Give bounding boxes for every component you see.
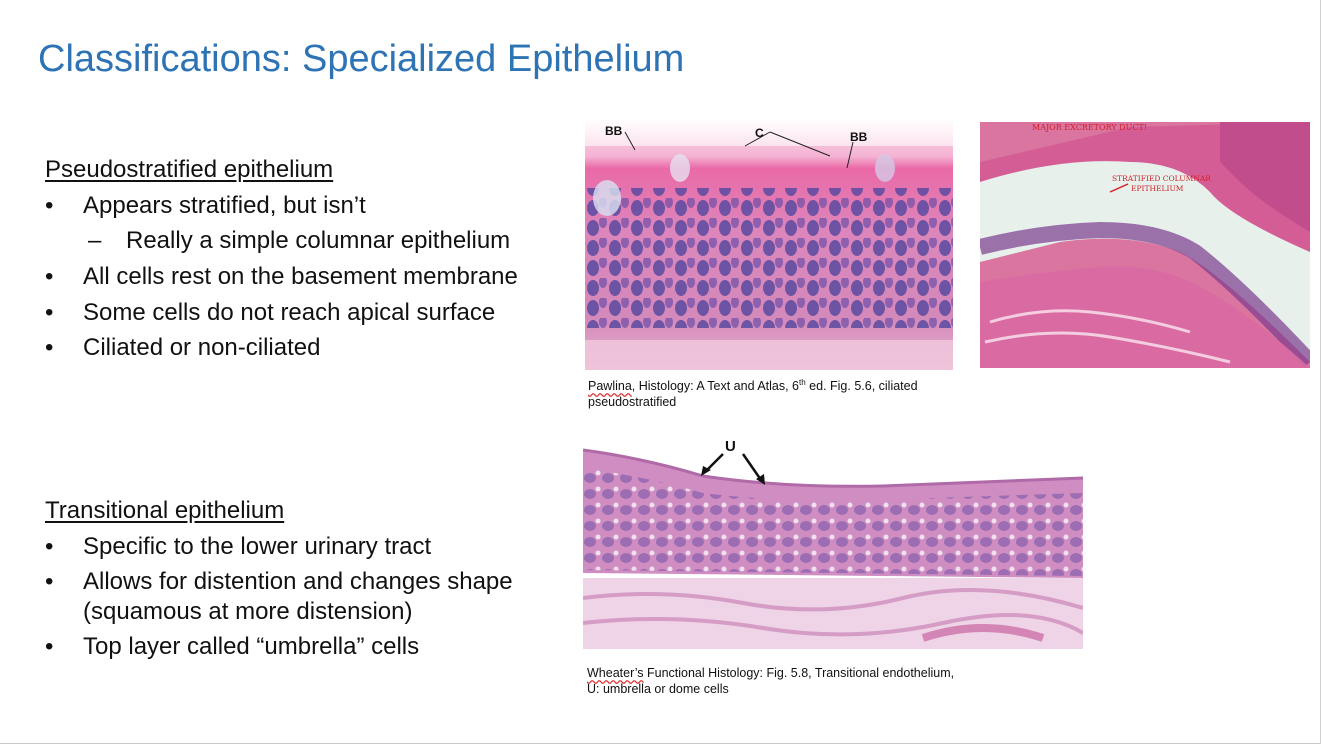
caption-superscript: th xyxy=(799,378,806,387)
pseudostratified-micrograph-drawing xyxy=(585,118,953,370)
bullet-icon: • xyxy=(45,533,54,560)
slide-title: Classifications: Specialized Epithelium xyxy=(38,38,685,80)
figure-label-bb: BB xyxy=(605,124,623,138)
transitional-micrograph-drawing xyxy=(583,438,1083,649)
bullet-text: Specific to the lower urinary tract xyxy=(83,533,432,560)
pseudostratified-heading: Pseudostratified epithelium xyxy=(45,156,334,183)
bullet-text-continuation: (squamous at more distension) xyxy=(83,598,413,625)
figure-label-duct: MAJOR EXCRETORY DUCT! xyxy=(1032,123,1148,132)
figure-label-epithelium: EPITHELIUM xyxy=(1131,184,1184,193)
caption-text: pseudostratified xyxy=(588,395,677,410)
caption-text: U: umbrella or dome cells xyxy=(587,682,729,696)
bullet-icon: • xyxy=(45,334,54,361)
caption-text: Functional Histology: Fig. 5.8, Transiti… xyxy=(643,666,955,680)
figure3-caption: Wheater’s Functional Histology: Fig. 5.8… xyxy=(587,665,987,697)
bullet-icon: • xyxy=(45,299,54,326)
figure-label-epithelium: STRATIFIED COLUMNAR xyxy=(1112,174,1211,183)
sub-bullet-text: Really a simple columnar epithelium xyxy=(126,227,511,254)
figure-label-bb: BB xyxy=(850,130,868,144)
bullet-text: Top layer called “umbrella” cells xyxy=(83,633,420,660)
bullet-icon: • xyxy=(45,263,54,290)
stratified-columnar-micrograph: MAJOR EXCRETORY DUCT! STRATIFIED COLUMNA… xyxy=(980,122,1310,368)
caption-text: , Histology: A Text and Atlas, 6 xyxy=(631,379,800,394)
figure-label-u: U xyxy=(725,438,736,455)
bullet-icon: • xyxy=(45,568,54,595)
bullet-text: All cells rest on the basement membrane xyxy=(83,263,518,290)
figure1-caption: Pawlina, Histology: A Text and Atlas, 6t… xyxy=(588,375,948,410)
bullet-icon: • xyxy=(45,192,54,219)
bullet-text: Ciliated or non-ciliated xyxy=(83,334,321,361)
transitional-micrograph: U xyxy=(583,438,1083,649)
pseudostratified-micrograph: BB C BB xyxy=(585,118,953,370)
caption-author: Pawlina xyxy=(588,379,632,394)
bullet-text: Allows for distention and changes shape xyxy=(83,568,513,595)
figure-label-c: C xyxy=(755,126,764,140)
stratified-columnar-micrograph-drawing xyxy=(980,122,1310,368)
caption-author: Wheater’s xyxy=(587,666,644,680)
bullet-text: Some cells do not reach apical surface xyxy=(83,299,496,326)
bullet-text: Appears stratified, but isn’t xyxy=(83,192,366,219)
transitional-heading: Transitional epithelium xyxy=(45,497,285,524)
dash-icon: – xyxy=(88,227,102,254)
caption-text: ed. Fig. 5.6, ciliated xyxy=(805,379,918,394)
bullet-icon: • xyxy=(45,633,54,660)
